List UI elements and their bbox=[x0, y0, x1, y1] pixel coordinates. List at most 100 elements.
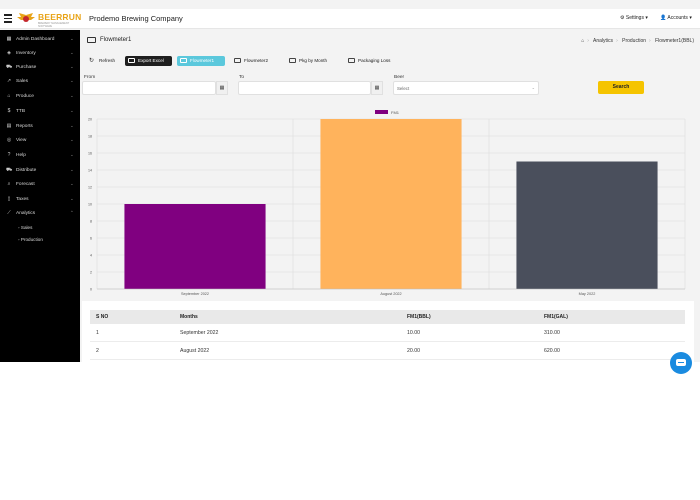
chevron-down-icon: ⌄ bbox=[70, 196, 74, 201]
company-name: Prodemo Brewing Company bbox=[89, 14, 183, 23]
sidebar-item-admin-dashboard[interactable]: ▦ Admin Dashboard ⌄ bbox=[6, 36, 74, 42]
table-row: 1 September 2022 10.00 310.00 bbox=[90, 324, 685, 342]
from-date-input[interactable] bbox=[82, 81, 216, 95]
y-tick-label: 8 bbox=[90, 220, 92, 224]
sidebar: ▦ Admin Dashboard ⌄ ◈ Inventory ⌄ ⛟ Purchase ⌄… bbox=[0, 30, 80, 362]
breadcrumb-production[interactable]: Production bbox=[622, 38, 647, 44]
circle-icon: ◦ bbox=[18, 225, 21, 230]
table-header: S NO Months FM1(BBL) FM1(GAL) bbox=[90, 310, 685, 324]
y-tick-label: 0 bbox=[90, 288, 92, 292]
from-label: From bbox=[84, 75, 96, 80]
beer-select-placeholder: Select bbox=[397, 86, 410, 91]
sidebar-item-help[interactable]: ? Help ⌄ bbox=[7, 152, 74, 158]
cell-month: September 2022 bbox=[180, 330, 219, 336]
analytics-icon: ⟋ bbox=[7, 210, 11, 216]
sidebar-item-produce[interactable]: ⌂ Produce ⌄ bbox=[7, 93, 74, 99]
tab-flowmeter1[interactable]: Flowmeter1 bbox=[177, 56, 225, 66]
cell-fm1-bbl: 10.00 bbox=[407, 330, 420, 336]
chevron-up-icon: ⌃ bbox=[70, 210, 74, 215]
sidebar-subitem-sales[interactable]: ◦ Sales bbox=[18, 225, 33, 230]
tab-flowmeter2[interactable]: Flowmeter2 bbox=[231, 56, 277, 66]
logo-text: BEERRUN bbox=[38, 12, 82, 22]
search-button[interactable]: Search bbox=[598, 81, 644, 94]
help-icon: ? bbox=[7, 152, 11, 158]
excel-icon bbox=[128, 58, 135, 63]
flowmeter-icon bbox=[234, 58, 241, 63]
sidebar-item-view[interactable]: ◎ View ⌄ bbox=[6, 137, 74, 143]
cart-icon: ⛟ bbox=[6, 64, 13, 70]
tab-pkg-by-month[interactable]: Pkg by Month bbox=[286, 56, 338, 66]
sidebar-item-taxes[interactable]: ▯ Taxes ⌄ bbox=[7, 196, 74, 202]
bar bbox=[320, 119, 462, 289]
y-tick-label: 10 bbox=[88, 203, 92, 207]
column-header-months: Months bbox=[180, 314, 198, 320]
cell-sno: 1 bbox=[96, 330, 99, 336]
chevron-down-icon: ⌄ bbox=[70, 181, 74, 186]
accounts-menu[interactable]: 👤 Accounts ▾ bbox=[660, 15, 692, 21]
sidebar-item-sales[interactable]: ↗ Sales ⌄ bbox=[6, 78, 74, 84]
y-tick-label: 14 bbox=[88, 169, 92, 173]
sidebar-subitem-production[interactable]: ◦ Production bbox=[18, 237, 43, 242]
logo-wings-icon bbox=[17, 13, 35, 22]
tax-icon: ▯ bbox=[7, 196, 11, 202]
chevron-down-icon: ⌄ bbox=[70, 64, 74, 69]
sidebar-item-reports[interactable]: ▤ Reports ⌄ bbox=[6, 123, 74, 129]
to-date-input[interactable] bbox=[238, 81, 371, 95]
cell-fm1-gal: 310.00 bbox=[544, 330, 560, 336]
truck-icon: ⛟ bbox=[6, 167, 13, 173]
refresh-button[interactable]: ↻ Refresh bbox=[89, 58, 116, 64]
page-title: Flowmeter1 bbox=[100, 37, 132, 43]
chevron-down-icon: ⌄ bbox=[70, 123, 74, 128]
y-tick-label: 20 bbox=[88, 118, 92, 122]
accounts-label: Accounts bbox=[667, 15, 688, 21]
chevron-down-icon: ⌄ bbox=[531, 85, 535, 90]
sidebar-item-ttb[interactable]: $ TTB ⌄ bbox=[7, 108, 74, 114]
trend-icon: ↗ bbox=[6, 78, 12, 84]
chat-icon bbox=[676, 359, 686, 366]
package-icon bbox=[348, 58, 355, 63]
sidebar-item-purchase[interactable]: ⛟ Purchase ⌄ bbox=[6, 64, 74, 70]
bar bbox=[516, 161, 658, 289]
refresh-icon: ↻ bbox=[89, 58, 95, 64]
breadcrumb-separator: › bbox=[616, 38, 618, 44]
circle-icon: ◦ bbox=[18, 237, 21, 242]
menu-icon[interactable] bbox=[4, 14, 12, 23]
chevron-down-icon: ⌄ bbox=[70, 167, 74, 172]
legend-label: FM1 bbox=[391, 110, 400, 115]
breadcrumb-analytics[interactable]: Analytics bbox=[593, 38, 614, 44]
cell-sno: 2 bbox=[96, 348, 99, 354]
search-icon: ⌕ bbox=[7, 181, 11, 187]
top-bar: BEERRUN BREWERY MANAGEMENT SOFTWARE Prod… bbox=[0, 9, 700, 29]
settings-menu[interactable]: ⚙ Settings ▾ bbox=[620, 15, 648, 21]
home-icon[interactable]: ⌂ bbox=[581, 38, 585, 44]
sidebar-item-inventory[interactable]: ◈ Inventory ⌄ bbox=[7, 50, 74, 56]
gear-icon: ⚙ bbox=[620, 15, 625, 21]
cell-fm1-bbl: 20.00 bbox=[407, 348, 420, 354]
sidebar-item-analytics[interactable]: ⟋ Analytics ⌃ bbox=[7, 210, 74, 216]
calendar-icon[interactable]: ▦ bbox=[216, 81, 228, 95]
y-tick-label: 6 bbox=[90, 237, 92, 241]
eye-icon: ◎ bbox=[6, 137, 12, 143]
column-header-fm1-gal: FM1(GAL) bbox=[544, 314, 568, 320]
cell-month: August 2022 bbox=[180, 348, 210, 354]
data-table: S NO Months FM1(BBL) FM1(GAL) 1 Septembe… bbox=[82, 301, 694, 362]
x-tick-label: May 2022 bbox=[579, 292, 596, 296]
page-header: Flowmeter1 ⌂ › Analytics › Production › Flo… bbox=[86, 35, 694, 47]
calendar-icon[interactable]: ▦ bbox=[371, 81, 383, 95]
y-tick-label: 4 bbox=[90, 254, 92, 258]
logo[interactable]: BEERRUN BREWERY MANAGEMENT SOFTWARE bbox=[16, 12, 82, 28]
beer-select[interactable]: Select ⌄ bbox=[393, 81, 539, 95]
chevron-down-icon: ⌄ bbox=[70, 93, 74, 98]
produce-icon: ⌂ bbox=[7, 93, 11, 99]
app-frame: BEERRUN BREWERY MANAGEMENT SOFTWARE Prod… bbox=[0, 0, 700, 362]
sidebar-item-forecast[interactable]: ⌕ Forecast ⌄ bbox=[7, 181, 74, 187]
chevron-down-icon: ▾ bbox=[689, 15, 692, 21]
export-excel-button[interactable]: Export Excel bbox=[125, 56, 172, 66]
column-header-fm1-bbl: FM1(BBL) bbox=[407, 314, 431, 320]
chat-button[interactable] bbox=[670, 352, 692, 374]
y-tick-label: 12 bbox=[88, 186, 92, 190]
sidebar-item-distribute[interactable]: ⛟ Distribute ⌄ bbox=[6, 167, 74, 173]
chevron-down-icon: ⌄ bbox=[70, 78, 74, 83]
legend-swatch bbox=[375, 110, 388, 114]
tab-packaging-loss[interactable]: Packaging Loss bbox=[345, 56, 401, 66]
